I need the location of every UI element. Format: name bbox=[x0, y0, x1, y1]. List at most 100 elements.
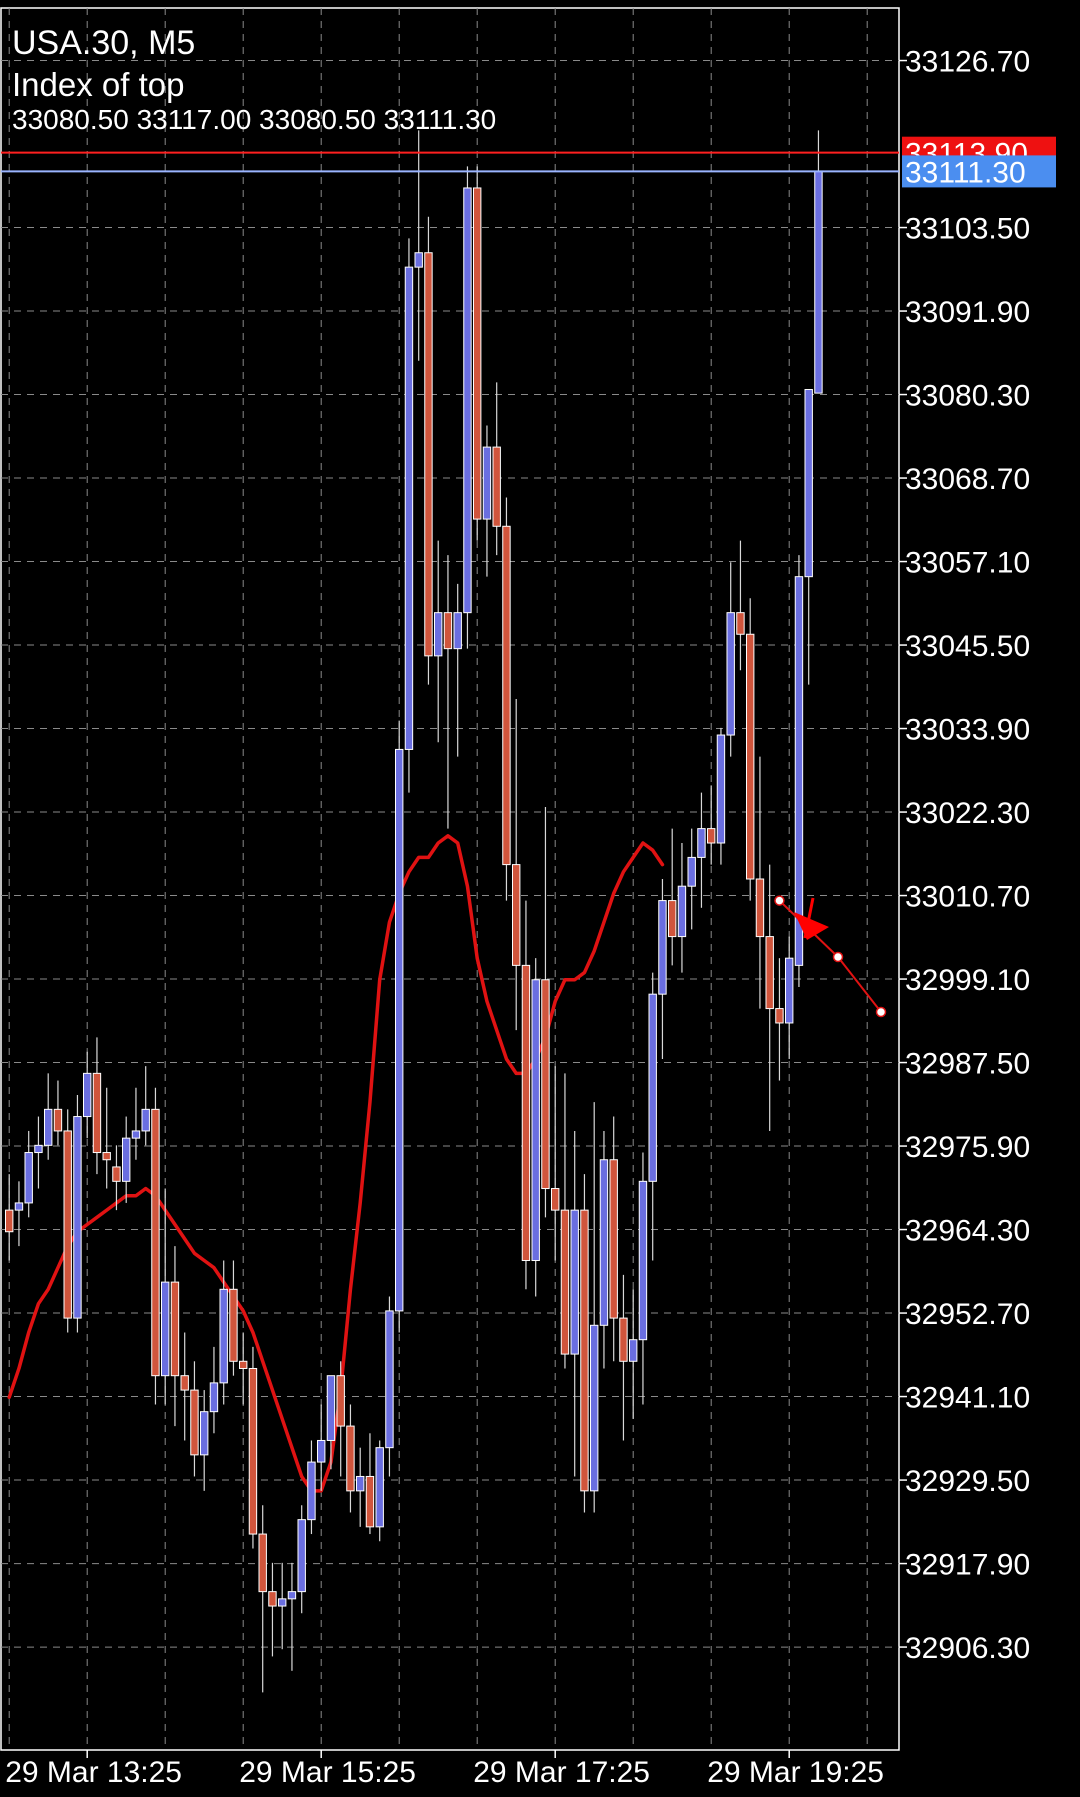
symbol-timeframe: USA.30, M5 bbox=[12, 24, 196, 62]
candle-body bbox=[5, 1209, 14, 1233]
arrow-head bbox=[794, 912, 829, 940]
candle bbox=[512, 699, 521, 1031]
candle bbox=[248, 1346, 258, 1549]
candle-body bbox=[200, 1411, 209, 1456]
candle bbox=[131, 1087, 141, 1160]
candle-body bbox=[63, 1130, 72, 1319]
candle-body bbox=[424, 252, 433, 657]
candle-body bbox=[463, 187, 472, 614]
candle-body bbox=[229, 1288, 238, 1362]
candle-body bbox=[53, 1108, 63, 1132]
candle-body bbox=[297, 1519, 306, 1593]
y-tick-label: 32917.90 bbox=[905, 1549, 1030, 1582]
candle-body bbox=[112, 1166, 121, 1182]
candle-body bbox=[248, 1367, 258, 1535]
candle-body bbox=[687, 856, 696, 887]
candle bbox=[814, 130, 823, 394]
candle bbox=[453, 583, 462, 757]
candle-body bbox=[258, 1533, 267, 1593]
candle-body bbox=[755, 878, 765, 938]
arrow-handle bbox=[875, 1006, 887, 1018]
y-tick-label: 33091.90 bbox=[905, 296, 1030, 329]
candle-body bbox=[521, 964, 531, 1262]
candle bbox=[83, 1051, 92, 1139]
candle-body bbox=[44, 1108, 53, 1146]
x-tick-label: 29 Mar 13:25 bbox=[5, 1756, 182, 1789]
candle bbox=[531, 958, 540, 1297]
candle-body bbox=[804, 389, 813, 578]
ohlc-values: 33080.50 33117.00 33080.50 33111.30 bbox=[12, 104, 497, 135]
candle bbox=[365, 1433, 375, 1535]
y-tick-label: 32906.30 bbox=[905, 1632, 1030, 1665]
candle bbox=[736, 540, 745, 671]
red-pointer-arrow-icon[interactable] bbox=[774, 895, 887, 1018]
candle bbox=[122, 1116, 131, 1203]
candle-body bbox=[658, 900, 667, 995]
candle bbox=[629, 1289, 638, 1419]
candle-body bbox=[570, 1209, 579, 1355]
candle bbox=[44, 1073, 53, 1160]
candle-body bbox=[414, 252, 423, 268]
candle-body bbox=[356, 1475, 365, 1492]
candle-body bbox=[619, 1317, 628, 1362]
candle-body bbox=[599, 1159, 609, 1326]
y-tick-label: 33022.30 bbox=[905, 797, 1030, 830]
candle bbox=[473, 166, 482, 541]
y-tick-label: 32929.50 bbox=[905, 1465, 1030, 1498]
candle-body bbox=[92, 1072, 102, 1154]
candle bbox=[404, 238, 414, 793]
candle bbox=[307, 1440, 316, 1535]
candle-body bbox=[404, 266, 414, 750]
candle bbox=[24, 1130, 33, 1218]
candle bbox=[463, 166, 472, 649]
candle bbox=[229, 1260, 238, 1376]
candle bbox=[151, 1087, 160, 1405]
candle bbox=[619, 1274, 628, 1441]
candle bbox=[726, 562, 735, 757]
candle-body bbox=[551, 1188, 560, 1211]
candle bbox=[297, 1505, 306, 1614]
candle-body bbox=[434, 612, 443, 657]
candle-body bbox=[502, 525, 511, 866]
candle-body bbox=[122, 1137, 131, 1182]
candle bbox=[287, 1562, 297, 1671]
candle-body bbox=[541, 979, 550, 1190]
candle bbox=[278, 1562, 287, 1650]
candle bbox=[102, 1087, 111, 1189]
candle bbox=[785, 936, 794, 1059]
candles bbox=[5, 130, 823, 1693]
y-axis: 33126.70 33103.50 33091.90 33080.30 33068.70… bbox=[899, 46, 1056, 1665]
candle bbox=[521, 900, 531, 1290]
plot-frame bbox=[0, 7, 900, 1751]
x-tick-label: 29 Mar 15:25 bbox=[239, 1756, 416, 1789]
candle bbox=[161, 1188, 170, 1405]
candle bbox=[551, 1066, 560, 1261]
candle-body bbox=[453, 612, 462, 650]
candle-body bbox=[346, 1425, 355, 1492]
candle bbox=[687, 828, 696, 930]
y-tick-label: 32999.10 bbox=[905, 964, 1030, 997]
candle-body bbox=[180, 1375, 189, 1391]
y-tick-label: 33080.30 bbox=[905, 380, 1030, 413]
x-tick-label: 29 Mar 17:25 bbox=[473, 1756, 650, 1789]
candle bbox=[609, 1116, 618, 1362]
candle bbox=[755, 756, 765, 1009]
candle bbox=[209, 1346, 219, 1434]
candle-body bbox=[765, 936, 774, 1010]
candle-body bbox=[677, 885, 687, 938]
y-tick-label: 33010.70 bbox=[905, 881, 1030, 914]
candle bbox=[668, 828, 677, 966]
candle bbox=[34, 1116, 43, 1189]
candle bbox=[648, 972, 657, 1261]
candle-body bbox=[336, 1375, 345, 1427]
indicator-line bbox=[7, 834, 665, 1493]
candle bbox=[804, 389, 813, 685]
index-of-top-indicator bbox=[7, 834, 665, 1493]
candle-body bbox=[141, 1108, 150, 1132]
candle-body bbox=[473, 187, 482, 520]
candle-body bbox=[365, 1475, 375, 1528]
candle-body bbox=[716, 734, 726, 844]
candle bbox=[716, 727, 726, 865]
candle bbox=[414, 130, 423, 361]
